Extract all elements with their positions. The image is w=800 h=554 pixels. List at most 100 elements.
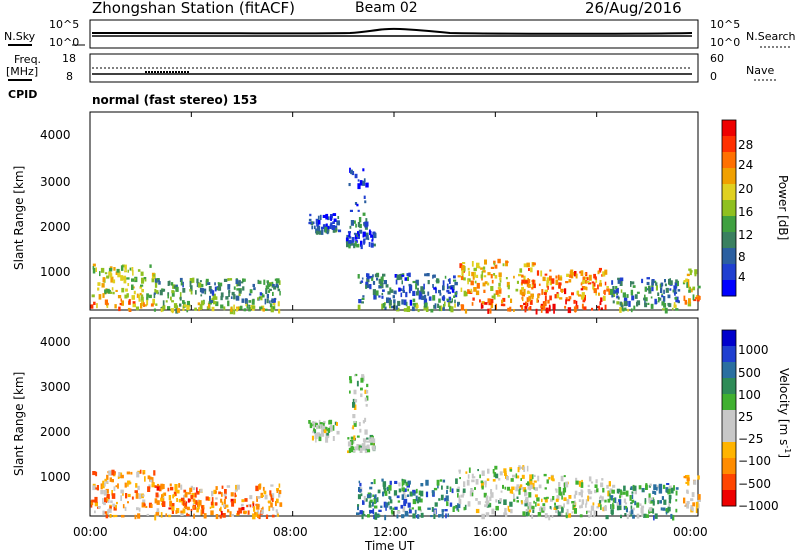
power-cell bbox=[453, 275, 456, 279]
velocity-cell bbox=[649, 483, 652, 487]
power-cell bbox=[365, 182, 369, 188]
power-cell bbox=[349, 209, 353, 212]
velocity-cell bbox=[616, 502, 619, 506]
nsky-label: N.Sky bbox=[4, 30, 36, 43]
velocity-data-marks bbox=[90, 373, 701, 521]
power-cell bbox=[588, 274, 592, 281]
power-cell bbox=[673, 304, 677, 308]
velocity-cell bbox=[607, 490, 609, 497]
velocity-cell bbox=[670, 487, 674, 494]
power-cell bbox=[662, 308, 666, 311]
velocity-cell bbox=[527, 484, 531, 490]
velocity-cell bbox=[253, 506, 256, 512]
power-cell bbox=[461, 265, 465, 270]
velocity-cell bbox=[441, 512, 444, 519]
velocity-cell bbox=[361, 443, 366, 449]
colorbar-swatch bbox=[722, 120, 736, 137]
velocity-cell bbox=[380, 505, 383, 508]
velocity-cell bbox=[616, 488, 621, 494]
power-cell bbox=[528, 295, 532, 302]
velocity-cell bbox=[401, 494, 405, 500]
power-cell bbox=[584, 272, 587, 275]
power-cell bbox=[122, 264, 125, 268]
velocity-cell bbox=[686, 503, 690, 509]
power-cell bbox=[411, 306, 415, 312]
velocity-cell bbox=[308, 420, 311, 424]
velocity-cell bbox=[546, 479, 549, 484]
power-cell bbox=[549, 275, 552, 281]
velocity-cell bbox=[638, 485, 642, 490]
power-cell bbox=[310, 221, 314, 226]
power-cell bbox=[473, 267, 477, 272]
power-cell bbox=[446, 298, 449, 301]
velocity-cell bbox=[360, 377, 364, 383]
velocity-cell bbox=[319, 424, 322, 429]
velocity-cell bbox=[516, 484, 520, 487]
vel-cb-500: 500 bbox=[738, 366, 761, 380]
velocity-cell bbox=[587, 484, 590, 488]
velocity-cell bbox=[594, 484, 598, 488]
power-cell bbox=[112, 291, 115, 295]
power-cell bbox=[415, 283, 418, 290]
power-cb-8: 8 bbox=[738, 250, 746, 264]
velocity-cell bbox=[543, 497, 548, 500]
power-cell bbox=[599, 280, 602, 283]
power-cell bbox=[218, 284, 220, 287]
power-cell bbox=[691, 288, 693, 293]
velocity-cell bbox=[356, 380, 359, 387]
power-cell bbox=[104, 272, 108, 275]
velocity-cell bbox=[675, 490, 678, 496]
velocity-cell bbox=[419, 509, 422, 512]
velocity-cell bbox=[271, 514, 275, 518]
velocity-cell bbox=[111, 469, 115, 476]
power-cell bbox=[467, 279, 469, 285]
power-cell bbox=[482, 282, 486, 287]
velocity-cell bbox=[504, 486, 507, 490]
power-cell bbox=[143, 304, 147, 307]
power-cell bbox=[597, 284, 599, 290]
power-cell bbox=[599, 282, 602, 287]
velocity-cell bbox=[209, 506, 212, 509]
power-cell bbox=[438, 298, 441, 303]
velocity-cell bbox=[636, 513, 640, 519]
power-cell bbox=[366, 277, 370, 283]
velocity-cell bbox=[231, 514, 234, 517]
power-cell bbox=[175, 308, 179, 314]
velocity-cell bbox=[475, 479, 479, 485]
velocity-cell bbox=[503, 512, 507, 516]
power-cell bbox=[523, 263, 527, 268]
velocity-cell bbox=[221, 485, 224, 489]
power-cell bbox=[321, 226, 324, 230]
power-cell bbox=[271, 298, 275, 303]
velocity-cell bbox=[487, 468, 490, 474]
power-cell bbox=[111, 287, 114, 291]
power-cell bbox=[124, 264, 127, 270]
colorbar-swatch bbox=[722, 394, 736, 411]
power-cell bbox=[356, 234, 358, 237]
power-cell bbox=[500, 303, 505, 307]
power-cell bbox=[182, 305, 185, 311]
power-cell bbox=[543, 292, 547, 295]
power-cell bbox=[154, 288, 157, 293]
power-cell bbox=[532, 262, 536, 266]
velocity-cell bbox=[656, 485, 661, 489]
velocity-cell bbox=[623, 505, 626, 510]
power-cell bbox=[695, 296, 698, 300]
velocity-cell bbox=[366, 437, 369, 440]
power-cell bbox=[353, 243, 356, 249]
velocity-cell bbox=[458, 495, 461, 501]
velocity-cell bbox=[520, 466, 523, 469]
velocity-cell bbox=[312, 430, 315, 434]
velocity-cell bbox=[364, 429, 368, 435]
power-cell bbox=[412, 290, 416, 296]
velocity-cell bbox=[691, 492, 695, 498]
velocity-cell bbox=[186, 506, 190, 511]
power-cell bbox=[135, 306, 140, 311]
power-cell bbox=[190, 290, 193, 295]
velocity-cell bbox=[464, 504, 467, 510]
velocity-cell bbox=[587, 495, 590, 502]
velocity-cell bbox=[176, 508, 180, 514]
velocity-cell bbox=[355, 373, 358, 377]
power-cell bbox=[397, 300, 401, 307]
